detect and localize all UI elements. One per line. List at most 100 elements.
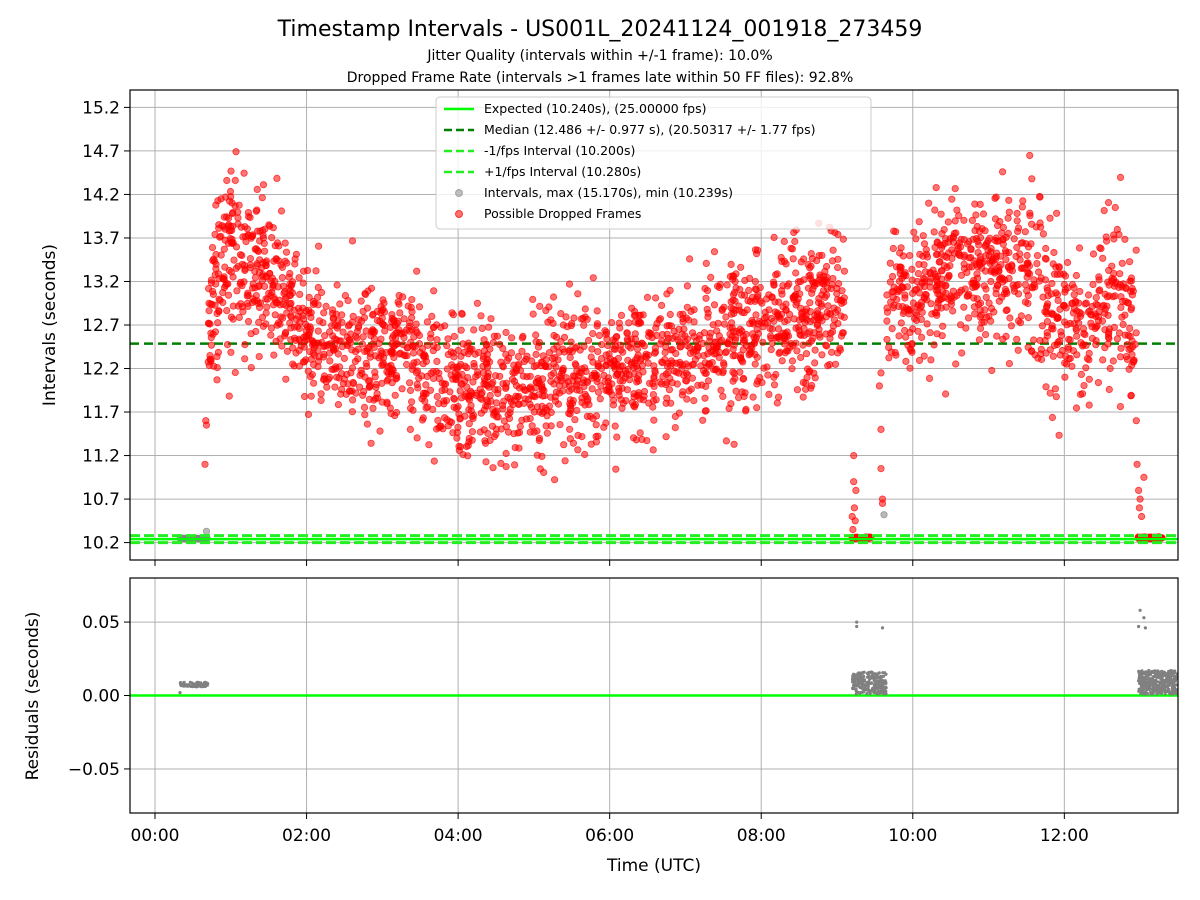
residual-point xyxy=(1144,692,1148,696)
dropped-frame-point xyxy=(409,406,417,414)
dropped-frame-point xyxy=(231,202,239,210)
dropped-frame-point xyxy=(976,324,985,332)
dropped-frame-point xyxy=(212,265,220,273)
dropped-frame-point xyxy=(613,332,621,341)
dropped-frame-point xyxy=(971,280,979,288)
dropped-frame-point xyxy=(789,341,797,350)
dropped-frame-point xyxy=(413,367,422,375)
dropped-frame-point xyxy=(803,365,812,373)
dropped-frame-point xyxy=(509,400,517,409)
dropped-frame-point xyxy=(883,335,891,344)
dropped-frame-point xyxy=(781,333,789,341)
dropped-frame-point xyxy=(833,290,841,298)
dropped-frame-point xyxy=(1094,378,1103,387)
dropped-frame-point xyxy=(892,263,901,271)
dropped-frame-point xyxy=(765,390,773,398)
dropped-frame-point xyxy=(1055,431,1063,439)
dropped-frame-point xyxy=(205,307,213,315)
dropped-frame-point xyxy=(898,302,907,311)
dropped-frame-point xyxy=(574,431,582,439)
residual-point xyxy=(1143,626,1147,630)
dropped-frame-point xyxy=(675,325,683,333)
dropped-frame-point xyxy=(209,290,217,298)
residual-point xyxy=(858,674,863,679)
dropped-frame-point xyxy=(766,324,774,332)
dropped-frame-point xyxy=(796,277,805,286)
residual-point xyxy=(1151,690,1155,694)
dropped-frame-point xyxy=(963,240,972,248)
dropped-frame-point xyxy=(1037,345,1045,353)
dropped-frame-point xyxy=(379,360,387,369)
dropped-frame-point xyxy=(834,349,842,357)
dropped-frame-point xyxy=(267,324,276,332)
dropped-frame-point xyxy=(333,281,341,289)
dropped-frame-point xyxy=(849,525,857,534)
dropped-frame-point xyxy=(532,331,540,339)
dropped-frame-point xyxy=(1021,281,1030,289)
dropped-frame-point xyxy=(1076,287,1084,296)
dropped-frame-point xyxy=(478,324,486,332)
dropped-frame-point xyxy=(246,264,255,272)
dropped-frame-point xyxy=(619,348,627,356)
dropped-frame-point xyxy=(237,278,245,286)
dropped-frame-point xyxy=(1121,331,1129,339)
dropped-frame-point xyxy=(793,347,801,355)
dropped-frame-point xyxy=(256,299,265,307)
dropped-frame-point xyxy=(833,263,842,272)
residual-point xyxy=(1173,689,1177,693)
dropped-frame-point xyxy=(910,314,919,323)
dropped-frame-point xyxy=(335,374,343,382)
dropped-frame-point xyxy=(1041,276,1050,284)
dropped-frame-point xyxy=(559,321,568,329)
dropped-frame-point xyxy=(551,397,560,405)
dropped-frame-point xyxy=(535,436,543,445)
dropped-frame-point xyxy=(1030,276,1038,284)
dropped-frame-point xyxy=(1132,329,1140,337)
dropped-frame-point xyxy=(429,323,437,332)
residual-point xyxy=(1142,616,1146,620)
dropped-frame-point xyxy=(908,348,916,356)
dropped-frame-point xyxy=(550,345,558,353)
dropped-frame-point xyxy=(1116,353,1125,361)
dropped-frame-point xyxy=(656,315,665,323)
dropped-frame-point xyxy=(651,294,660,302)
dropped-frame-point xyxy=(840,267,849,275)
dropped-frame-point xyxy=(617,311,626,319)
dropped-frame-point xyxy=(295,274,303,282)
dropped-frame-point xyxy=(489,464,497,472)
dropped-frame-point xyxy=(1096,286,1104,294)
dropped-frame-point xyxy=(295,362,303,370)
residual-point xyxy=(880,626,885,630)
dropped-frame-point xyxy=(739,375,747,383)
dropped-frame-point xyxy=(438,379,446,387)
dropped-frame-point xyxy=(975,227,984,235)
dropped-frame-point xyxy=(255,352,263,361)
dropped-frame-point xyxy=(1109,357,1117,365)
dropped-frame-point xyxy=(789,255,797,263)
dropped-frame-point xyxy=(992,252,1001,261)
chart-subtitle-dropped: Dropped Frame Rate (intervals >1 frames … xyxy=(347,70,854,86)
dropped-frame-point xyxy=(898,274,906,282)
dropped-frame-point xyxy=(358,369,366,377)
residual-point xyxy=(855,620,859,624)
dropped-frame-point xyxy=(1012,281,1021,289)
dropped-frame-point xyxy=(450,332,458,341)
dropped-frame-point xyxy=(542,422,550,430)
dropped-frame-point xyxy=(792,269,800,277)
dropped-frame-point xyxy=(396,329,404,337)
dropped-frame-point xyxy=(409,349,418,357)
residual-point xyxy=(1147,670,1152,674)
legend-label-dropped: Possible Dropped Frames xyxy=(484,206,641,221)
dropped-frame-point xyxy=(520,386,529,394)
dropped-frame-point xyxy=(772,370,780,379)
dropped-frame-point xyxy=(665,386,674,394)
dropped-frame-point xyxy=(278,263,286,271)
dropped-frame-point xyxy=(218,222,226,230)
dropped-frame-point xyxy=(1013,227,1022,236)
dropped-frame-point xyxy=(567,322,575,330)
dropped-frame-point xyxy=(1092,293,1100,302)
dropped-frame-point xyxy=(1043,328,1051,337)
legend: Expected (10.240s), (25.00000 fps) Media… xyxy=(435,96,872,230)
dropped-frame-point xyxy=(980,282,988,290)
dropped-frame-point xyxy=(628,304,636,312)
